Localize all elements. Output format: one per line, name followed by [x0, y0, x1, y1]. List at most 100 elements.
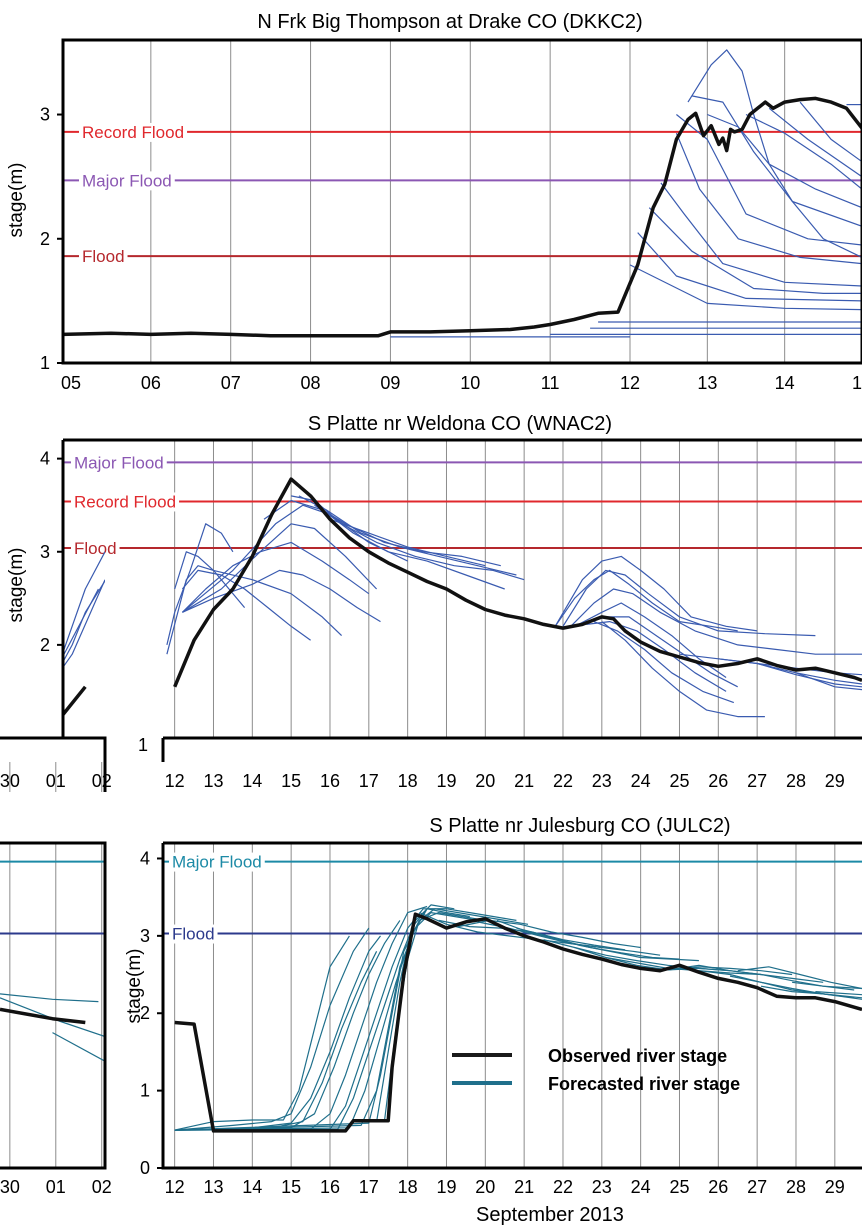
- y-tick-label: 4: [140, 848, 150, 868]
- x-tick-label: 22: [553, 771, 573, 791]
- x-tick-label: 07: [221, 373, 241, 393]
- x-tick-label: 15: [281, 1177, 301, 1197]
- x-tick-label: 02: [92, 771, 112, 791]
- forecast-line: [63, 579, 105, 669]
- plot-frame-dkkc2: [61, 38, 862, 365]
- x-tick-label: 27: [747, 771, 767, 791]
- thresholds-wnac2: Major Flood Record Flood Flood: [63, 453, 862, 559]
- legend-label-forecast: Forecasted river stage: [548, 1074, 740, 1094]
- x-tick-label: 20: [475, 1177, 495, 1197]
- y-tick-label: 2: [40, 229, 50, 249]
- threshold-label: Flood: [172, 925, 215, 944]
- y-axis-label-wnac2: stage(m): [6, 548, 27, 623]
- forecast-line: [376, 908, 517, 1122]
- x-tick-label: 24: [631, 1177, 651, 1197]
- forecast-line: [691, 95, 862, 227]
- x-tick-label: 25: [669, 771, 689, 791]
- threshold-label: Major Flood: [82, 171, 172, 190]
- thresholds-julc2: Major Flood Flood: [0, 852, 862, 944]
- forecast-line: [799, 101, 862, 163]
- y-tick-label: 3: [40, 105, 50, 125]
- x-tick-label: 02: [92, 1177, 112, 1197]
- x-tick-label: 06: [141, 373, 161, 393]
- forecast-line: [637, 232, 862, 302]
- x-tick-label: 11: [541, 373, 560, 393]
- threshold-label-bg: [169, 852, 265, 872]
- x-tick-label: 09: [380, 373, 400, 393]
- x-tick-label: 26: [708, 1177, 728, 1197]
- forecast-line: [63, 588, 99, 658]
- x-tick-label: 21: [514, 771, 534, 791]
- x-tick-label: 23: [592, 771, 612, 791]
- y-tick-label: 2: [140, 1003, 150, 1023]
- x-tick-label: 27: [747, 1177, 767, 1197]
- x-tick-label: 16: [320, 1177, 340, 1197]
- forecast-line: [181, 541, 370, 613]
- x-tick-label: 28: [786, 1177, 806, 1197]
- x-tick-label: 13: [203, 1177, 223, 1197]
- x-tick-label: 26: [708, 771, 728, 791]
- forecast-line: [737, 966, 862, 990]
- threshold-label-bg: [169, 924, 218, 944]
- forecast-line: [174, 912, 486, 1131]
- y-axis-label-dkkc2: stage(m): [6, 163, 27, 238]
- chart-title-wnac2: S Platte nr Weldona CO (WNAC2): [308, 413, 612, 435]
- x-tick-label: 18: [398, 771, 418, 791]
- panel-wnac2: S Platte nr Weldona CO (WNAC2) stage(m) …: [0, 413, 862, 792]
- x-tick-label: 14: [242, 1177, 262, 1197]
- threshold-label: Record Flood: [82, 123, 184, 142]
- x-tick-label: 25: [669, 1177, 689, 1197]
- forecast-line: [815, 991, 862, 996]
- x-tick-label: 08: [301, 373, 321, 393]
- forecast-lines-dkkc2: [390, 49, 862, 338]
- x-tick-label: 12: [165, 1177, 185, 1197]
- legend: Observed river stage Forecasted river st…: [452, 1046, 740, 1094]
- x-tick-label: 30: [0, 771, 20, 791]
- forecast-line: [182, 523, 378, 613]
- forecast-line: [182, 569, 381, 623]
- x-tick-label: 23: [592, 1177, 612, 1197]
- threshold-label-bg: [79, 247, 128, 267]
- chart-title-dkkc2: N Frk Big Thompson at Drake CO (DKKC2): [257, 11, 642, 33]
- threshold-label-bg: [71, 453, 167, 473]
- axis-frame-wnac2: [0, 736, 862, 792]
- x-tick-label: 20: [475, 771, 495, 791]
- forecast-line: [516, 927, 699, 962]
- forecast-line: [166, 565, 343, 655]
- forecast-line: [795, 672, 862, 691]
- forecast-line: [707, 113, 862, 209]
- forecast-line: [760, 985, 862, 999]
- panel-dkkc2: N Frk Big Thompson at Drake CO (DKKC2) s…: [6, 11, 862, 393]
- threshold-label-bg: [79, 122, 188, 142]
- forecast-line: [182, 504, 408, 613]
- forecast-line: [792, 981, 862, 990]
- x-tick-label: 01: [46, 771, 66, 791]
- x-tick-label: 14: [242, 771, 262, 791]
- threshold-label: Record Flood: [74, 492, 176, 511]
- forecast-line: [554, 555, 758, 632]
- forecast-line: [593, 621, 735, 704]
- forecast-line: [586, 621, 727, 692]
- threshold-label-bg: [71, 539, 120, 559]
- forecast-line: [675, 132, 862, 265]
- threshold-label-bg: [79, 171, 175, 191]
- grid-dkkc2: [150, 40, 862, 363]
- forecast-line: [629, 264, 862, 311]
- x-tick-label: 12: [165, 771, 185, 791]
- x-tick-label: 15: [852, 373, 862, 393]
- panel-julc2: S Platte nr Julesburg CO (JULC2) stage(m…: [0, 815, 862, 1226]
- threshold-label-bg: [71, 492, 180, 512]
- legend-label-observed: Observed river stage: [548, 1046, 727, 1066]
- axis-band-wnac2: [0, 738, 862, 762]
- forecast-line: [745, 113, 862, 190]
- y-tick-label: 1: [138, 735, 148, 755]
- x-tick-label: 21: [514, 1177, 534, 1197]
- x-tick-label: 19: [436, 1177, 456, 1197]
- threshold-label: Major Flood: [74, 453, 164, 472]
- forecast-line: [383, 908, 529, 1122]
- plot-frame-wnac2: [61, 438, 862, 738]
- threshold-label: Major Flood: [172, 853, 262, 872]
- grid-wnac2: [9, 440, 836, 792]
- forecast-line: [648, 207, 862, 294]
- forecast-line: [329, 518, 486, 567]
